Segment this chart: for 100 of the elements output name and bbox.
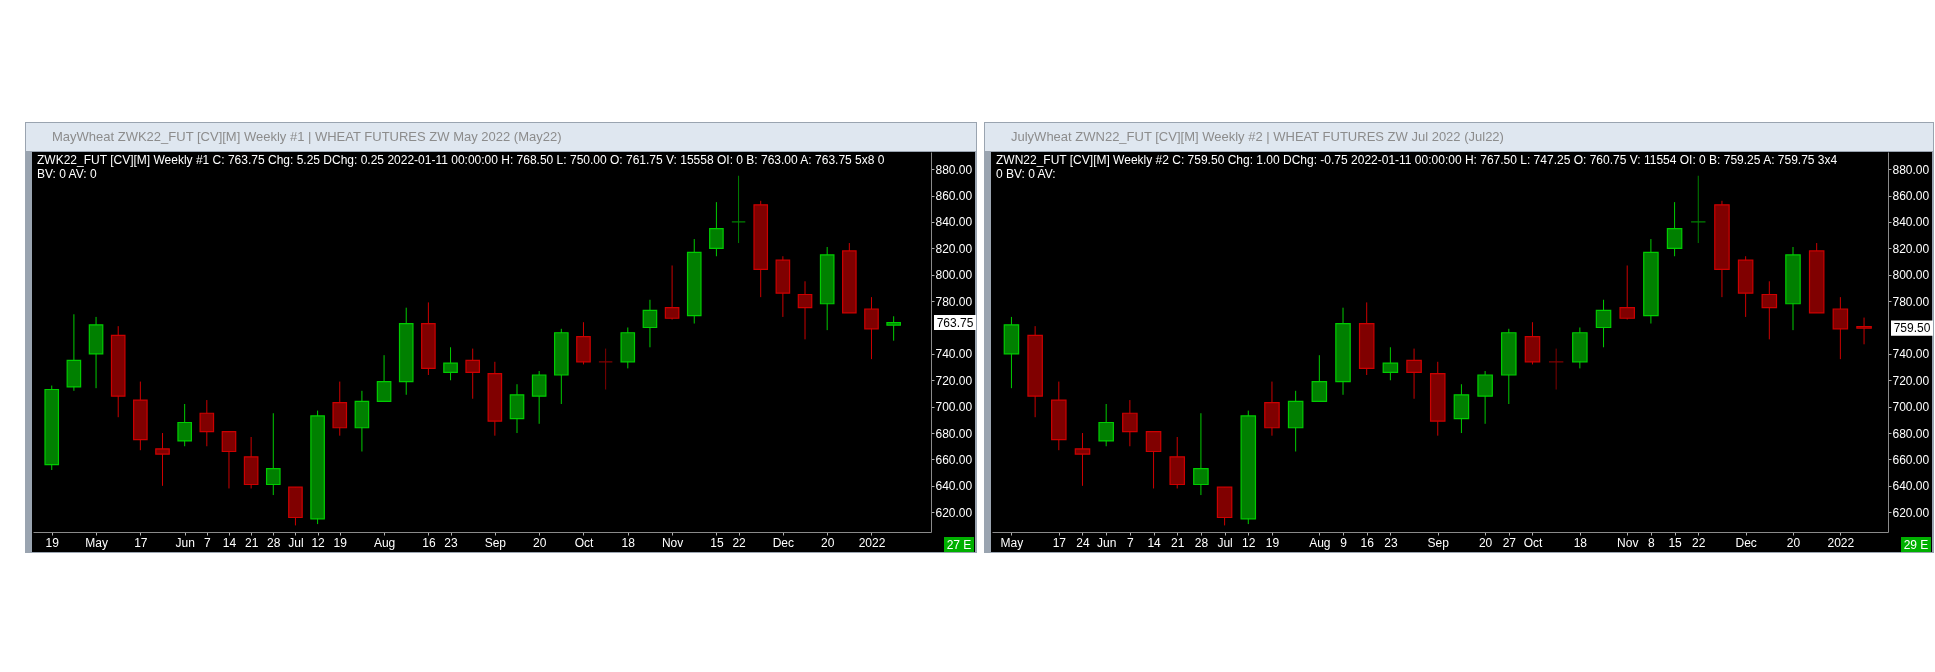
y-tick-label: 820.00 [1892,241,1930,256]
candlestick [265,412,281,496]
x-tick-label: 16 [1360,535,1375,550]
candlestick [1311,354,1328,402]
candlestick [709,201,724,257]
text: 27 E [946,538,972,552]
x-tick-label: 16 [422,535,436,550]
candlestick [886,315,901,342]
text: 29 E [1903,538,1929,552]
x-tick-label: Jul [1217,535,1233,550]
y-tick-label: 660.00 [1892,452,1930,467]
text: ZWK22_FUT [CV][M] Weekly #1 C: 763.75 Chg: 5.25 DChg: 0.25 2022-01-11 00:00:00 H: 768.50 L: 750.00 O: 761.75 V: 15558 OI: 0 B: 763.00 A: 763.75 5x8 0 BV: 0 AV: 0 [37,153,885,181]
y-tick-label: 740.00 [935,347,973,362]
x-tick-label: 12 [311,535,326,550]
x-tick-label: Aug [1309,535,1331,550]
x-tick-label: 21 [1171,535,1185,550]
x-tick-label: Nov [1617,535,1639,550]
y-tick-label: 800.00 [1892,268,1930,283]
y-tick-label: 720.00 [935,373,973,388]
y-tick-label: 880.00 [935,162,973,177]
candlestick [221,431,237,489]
x-tick-label: Oct [1523,535,1543,550]
candlestick [1595,299,1612,348]
x-tick-label: Jun [175,535,195,550]
candlestick [864,296,879,360]
candlestick [1856,317,1872,345]
x-tick-label: 7 [1127,535,1135,550]
x-tick-label: Sep [1427,535,1450,550]
candlestick [155,432,170,487]
candlestick [1477,370,1493,425]
candlestick [1098,403,1114,447]
x-tick-label: 23 [1384,535,1398,550]
x-tick-label: 20 [1786,535,1801,550]
x-tick-label: 19 [45,535,60,550]
candlestick [465,348,481,400]
x-tick-label: 2022 [1827,535,1855,550]
text: 763.75 [936,315,974,330]
candlestick [1690,175,1707,244]
y-tick-label: 700.00 [935,400,973,415]
candlestick [1666,201,1683,257]
candlestick [1122,399,1138,447]
x-tick-label: Dec [1735,535,1757,550]
x-tick-label: 8 [1648,535,1656,550]
x-tick-label: 24 [1076,535,1090,550]
x-tick-label: 27 [1502,535,1517,550]
x-tick-label: 22 [1692,535,1706,550]
y-tick-label: 620.00 [935,505,973,520]
candlestick [1832,296,1849,360]
x-tick-label: 21 [244,535,259,550]
x-tick-label: 12 [1242,535,1256,550]
x-tick-label: 19 [1265,535,1280,550]
x-tick-label: 18 [1573,535,1588,550]
candlestick [1193,412,1209,496]
y-tick-label: 780.00 [935,294,973,309]
x-tick-label: Sep [484,535,507,550]
x-tick-label: 14 [222,535,237,550]
x-tick-label: 7 [203,535,211,550]
candlestick [642,299,658,348]
y-tick-label: 860.00 [1892,189,1930,204]
y-tick-label: 800.00 [935,268,973,283]
candlestick [376,354,392,402]
x-tick-label: 23 [444,535,459,550]
y-tick-label: 720.00 [1892,373,1930,388]
x-tick-label: Aug [373,535,396,550]
x-tick-label: 17 [134,535,148,550]
y-tick-label: 680.00 [1892,426,1930,441]
x-tick-label: 19 [333,535,348,550]
y-tick-label: 840.00 [935,215,973,230]
y-tick-label: 620.00 [1892,505,1930,520]
y-tick-label: 660.00 [935,452,973,467]
text: 759.50 [1893,321,1931,336]
candlestick [531,370,547,425]
y-tick-label: 640.00 [935,479,973,494]
candlestick [1145,431,1162,489]
candlestick [1382,346,1399,381]
x-tick-label: Nov [661,535,684,550]
text: ZWN22_FUT [CV][M] Weekly #2 C: 759.50 Chg: 1.00 DChg: -0.75 2022-01-11 00:00:00 H: 767.50 L: 747.25 O: 760.75 V: 11554 OI: 0 B: 759.25 A: 759.75 3x4 0 BV: 0 AV: [996,153,1838,181]
x-tick-label: 17 [1052,535,1067,550]
chart-title: JulyWheat ZWN22_FUT [CV][M] Weekly #2 | WHEAT FUTURES ZW Jul 2022 (Jul22) [1011,129,1504,144]
chart-title: MayWheat ZWK22_FUT [CV][M] Weekly #1 | WHEAT FUTURES ZW May 2022 (May22) [52,129,562,144]
candlestick [731,175,746,244]
y-tick-label: 860.00 [935,189,973,204]
x-tick-label: Jun [1097,535,1117,550]
candlestick [1406,348,1422,400]
candlestick [1619,264,1635,321]
candlestick [1548,348,1564,390]
x-tick-label: 28 [1194,535,1209,550]
candlestick [598,348,613,390]
x-tick-label: Dec [772,535,795,550]
x-tick-label: Jul [288,535,304,550]
candlestick [797,280,813,340]
y-tick-label: 680.00 [935,426,973,441]
x-tick-label: 18 [621,535,636,550]
x-tick-label: 9 [1340,535,1348,550]
y-tick-label: 820.00 [935,241,973,256]
y-tick-label: 840.00 [1892,215,1930,230]
x-tick-label: 14 [1147,535,1162,550]
x-tick-label: 22 [732,535,747,550]
x-tick-label: 15 [710,535,724,550]
candlestick [1074,432,1091,487]
